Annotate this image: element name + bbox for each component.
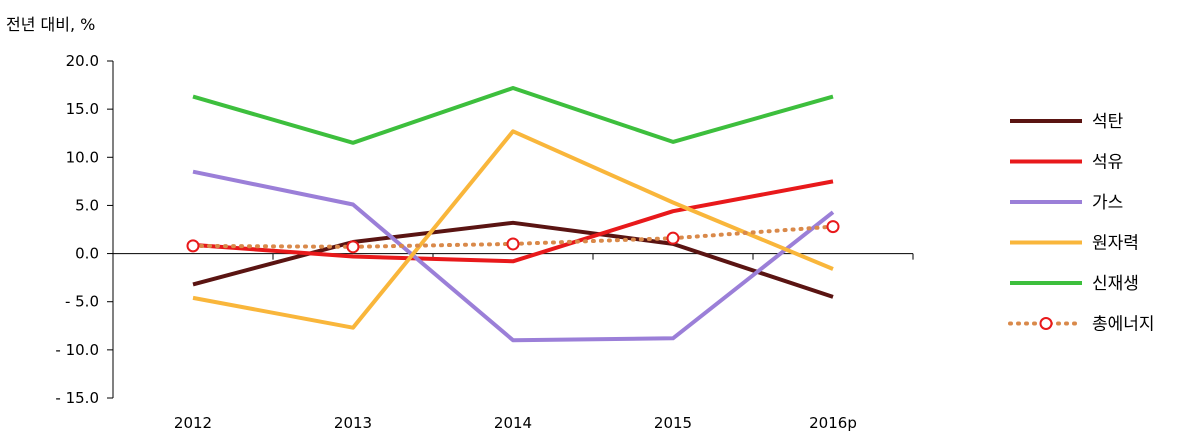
series-layer [186,86,840,343]
unit-label: 전년 대비, % [6,15,95,34]
series-point [186,239,200,253]
series-point [346,240,360,254]
x-tick-label: 2014 [494,414,532,432]
series-point [826,220,840,234]
legend-label: 석유 [1092,153,1123,173]
legend-label: 원자력 [1092,234,1139,254]
y-tick-label: 0.0 [75,245,99,263]
series-point [506,237,520,251]
legend-marker [1039,317,1053,330]
x-tick-label: 2012 [174,414,212,432]
x-tick-label: 2016p [809,414,857,432]
legend-label: 가스 [1092,193,1123,213]
y-tick-label: - 5.0 [65,293,99,311]
legend-label: 석탄 [1092,112,1124,132]
series-line-2 [192,179,834,264]
y-tick-label: 15.0 [66,100,99,118]
y-tick-label: 5.0 [75,196,99,214]
x-tick-label: 2015 [654,414,692,432]
series-point [666,231,680,245]
legend-label: 신재생 [1092,274,1139,294]
y-tick-label: - 15.0 [55,389,99,407]
y-tick-label: - 10.0 [55,341,99,359]
y-tick-label: 20.0 [66,52,99,70]
y-tick-label: 10.0 [66,148,99,166]
x-tick-label: 2013 [334,414,372,432]
series-line-3 [192,169,835,343]
series-line-5 [192,86,834,145]
series-line-1 [192,220,834,299]
legend-label: 총에너지 [1092,315,1155,335]
series-line-4 [192,129,834,330]
